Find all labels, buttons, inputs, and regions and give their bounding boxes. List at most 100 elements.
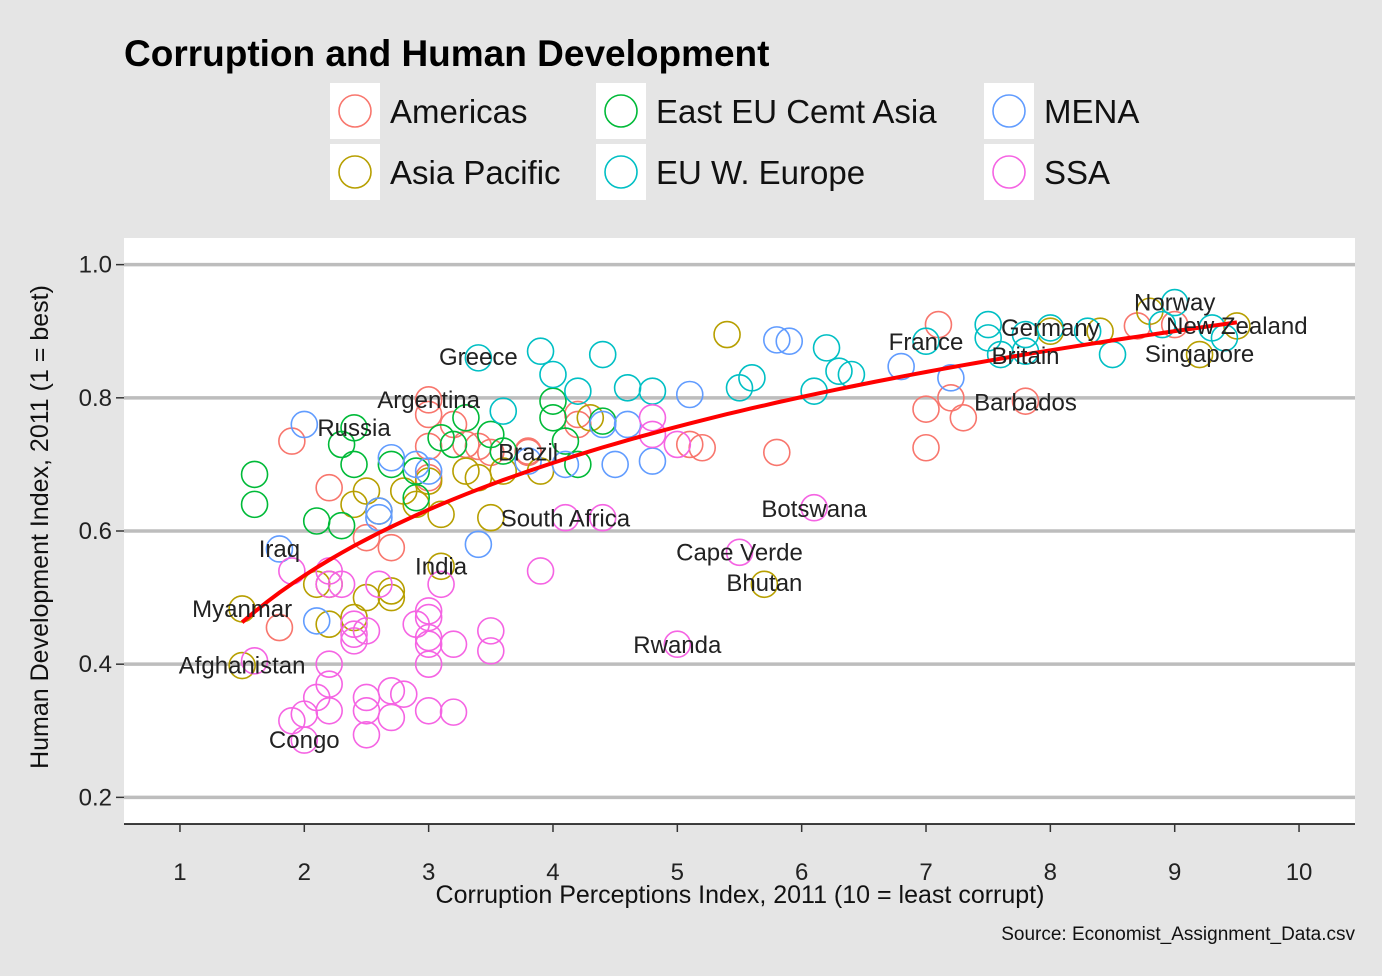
x-axis-title: Corruption Perceptions Index, 2011 (10 =…: [436, 881, 1045, 909]
label-norway: Norway: [1134, 290, 1215, 317]
point-americas: [265, 613, 294, 642]
point-mena: [937, 364, 965, 392]
point-americas: [937, 384, 965, 412]
point-ssa: [315, 570, 343, 599]
y-axis-ticks: 0.2 0.4 0.6 0.8 1.0: [79, 252, 124, 811]
point-asia-pacific: [477, 503, 505, 532]
point-ssa: [352, 617, 381, 645]
point-ssa: [588, 503, 617, 532]
label-new-zealand: New Zealand: [1166, 313, 1307, 340]
point-east-eu-cemt-asia: [427, 423, 455, 452]
point-ssa: [414, 650, 443, 678]
point-eu-w-europe: [825, 357, 853, 385]
point-asia-pacific: [228, 651, 256, 680]
point-americas: [352, 523, 381, 552]
point-asia-pacific: [1185, 340, 1214, 369]
point-mena: [675, 380, 704, 409]
y-tick-label: 0.6: [79, 518, 112, 545]
point-ssa: [340, 620, 368, 649]
point-mena: [302, 607, 331, 635]
legend-label-americas: Americas: [390, 93, 528, 130]
point-mena: [414, 457, 443, 485]
point-eu-w-europe: [464, 344, 493, 372]
point-ssa: [477, 637, 505, 665]
label-afghanistan: Afghanistan: [179, 653, 306, 680]
point-eu-w-europe: [539, 360, 567, 389]
point-eu-w-europe: [526, 337, 555, 366]
point-ssa: [638, 403, 667, 432]
legend: Americas East EU Cemt Asia MENA Asia Pacifi…: [330, 83, 1139, 200]
point-east-eu-cemt-asia: [489, 437, 518, 465]
point-ssa: [365, 570, 393, 599]
label-south-africa: South Africa: [501, 505, 631, 532]
legend-key-eu-w-europe: [604, 155, 638, 189]
legend-key-bg: [330, 144, 380, 200]
point-east-eu-cemt-asia: [452, 403, 480, 432]
legend-key-bg: [596, 144, 646, 200]
legend-key-east-eu-cemt-asia: [604, 94, 638, 128]
point-east-eu-cemt-asia: [340, 413, 368, 442]
x-tick-label: 9: [1168, 859, 1181, 886]
point-east-eu-cemt-asia: [327, 511, 356, 540]
legend-key-ssa: [992, 155, 1026, 189]
x-tick-label: 2: [298, 859, 311, 886]
point-ssa: [526, 557, 555, 585]
point-ssa: [327, 570, 356, 599]
point-ssa: [315, 650, 343, 678]
legend-label-eu-w-europe: EU W. Europe: [656, 154, 865, 191]
point-ssa: [638, 420, 667, 449]
label-argentina: Argentina: [377, 387, 480, 414]
x-tick-label: 1: [173, 859, 186, 886]
label-greece: Greece: [439, 344, 518, 371]
label-brazil: Brazil: [498, 439, 558, 466]
point-east-eu-cemt-asia: [551, 427, 580, 455]
legend-label-mena: MENA: [1044, 93, 1139, 130]
point-ssa: [725, 538, 754, 567]
point-ssa: [477, 617, 505, 645]
label-singapore: Singapore: [1145, 341, 1254, 368]
point-asia-pacific: [489, 457, 518, 485]
label-bhutan: Bhutan: [726, 570, 802, 597]
point-ssa: [352, 720, 381, 749]
y-tick-label: 0.4: [79, 651, 112, 678]
x-tick-label: 6: [795, 859, 808, 886]
point-americas: [414, 400, 443, 429]
point-asia-pacific: [427, 500, 455, 529]
legend-key-bg: [984, 83, 1034, 139]
point-ssa: [439, 630, 468, 659]
point-ssa: [340, 610, 368, 639]
label-france: France: [889, 329, 964, 356]
point-mena: [290, 410, 319, 439]
source-caption: Source: Economist_Assignment_Data.csv: [1001, 924, 1355, 945]
legend-key-americas: [338, 94, 372, 128]
point-asia-pacific: [452, 457, 480, 485]
point-mena: [402, 450, 431, 479]
point-americas: [949, 403, 978, 432]
point-ssa: [663, 630, 692, 659]
point-americas: [377, 533, 406, 562]
point-ssa: [377, 677, 406, 705]
point-east-eu-cemt-asia: [402, 483, 431, 512]
legend-label-ssa: SSA: [1044, 154, 1110, 191]
label-rwanda: Rwanda: [633, 632, 722, 659]
x-tick-label: 4: [546, 859, 559, 886]
label-botswana: Botswana: [761, 496, 867, 523]
point-eu-w-europe: [1011, 320, 1040, 349]
point-americas: [1011, 387, 1040, 415]
point-asia-pacific: [377, 577, 406, 605]
point-ssa: [427, 570, 455, 599]
point-ssa: [414, 630, 443, 659]
point-asia-pacific: [576, 403, 605, 432]
x-tick-label: 8: [1044, 859, 1057, 886]
point-east-eu-cemt-asia: [539, 403, 567, 432]
point-east-eu-cemt-asia: [340, 450, 368, 479]
point-americas: [514, 437, 542, 465]
legend-key-mena: [992, 94, 1026, 128]
point-eu-w-europe: [912, 327, 940, 356]
legend-key-bg: [596, 83, 646, 139]
label-myanmar: Myanmar: [192, 596, 292, 623]
point-americas: [675, 430, 704, 459]
point-ssa: [551, 503, 580, 532]
